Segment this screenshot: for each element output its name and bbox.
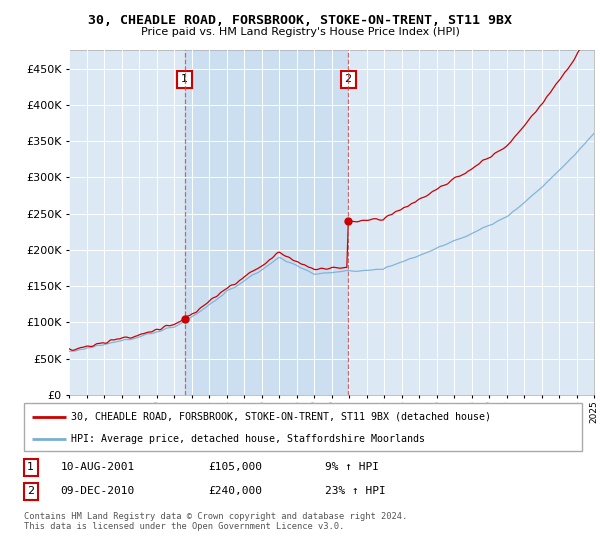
Text: 9% ↑ HPI: 9% ↑ HPI (325, 462, 379, 472)
Text: 23% ↑ HPI: 23% ↑ HPI (325, 487, 386, 496)
Text: 30, CHEADLE ROAD, FORSBROOK, STOKE-ON-TRENT, ST11 9BX: 30, CHEADLE ROAD, FORSBROOK, STOKE-ON-TR… (88, 14, 512, 27)
Text: 30, CHEADLE ROAD, FORSBROOK, STOKE-ON-TRENT, ST11 9BX (detached house): 30, CHEADLE ROAD, FORSBROOK, STOKE-ON-TR… (71, 412, 491, 422)
Text: 09-DEC-2010: 09-DEC-2010 (60, 487, 134, 496)
Text: HPI: Average price, detached house, Staffordshire Moorlands: HPI: Average price, detached house, Staf… (71, 434, 425, 444)
Text: 2: 2 (344, 74, 352, 85)
Text: 10-AUG-2001: 10-AUG-2001 (60, 462, 134, 472)
Text: 1: 1 (181, 74, 188, 85)
Text: Price paid vs. HM Land Registry's House Price Index (HPI): Price paid vs. HM Land Registry's House … (140, 27, 460, 37)
Text: 2: 2 (27, 487, 34, 496)
Text: £240,000: £240,000 (208, 487, 262, 496)
FancyBboxPatch shape (24, 403, 582, 451)
Text: 1: 1 (27, 462, 34, 472)
Text: Contains HM Land Registry data © Crown copyright and database right 2024.
This d: Contains HM Land Registry data © Crown c… (24, 512, 407, 531)
Bar (185, 50, 348, 395)
Text: £105,000: £105,000 (208, 462, 262, 472)
